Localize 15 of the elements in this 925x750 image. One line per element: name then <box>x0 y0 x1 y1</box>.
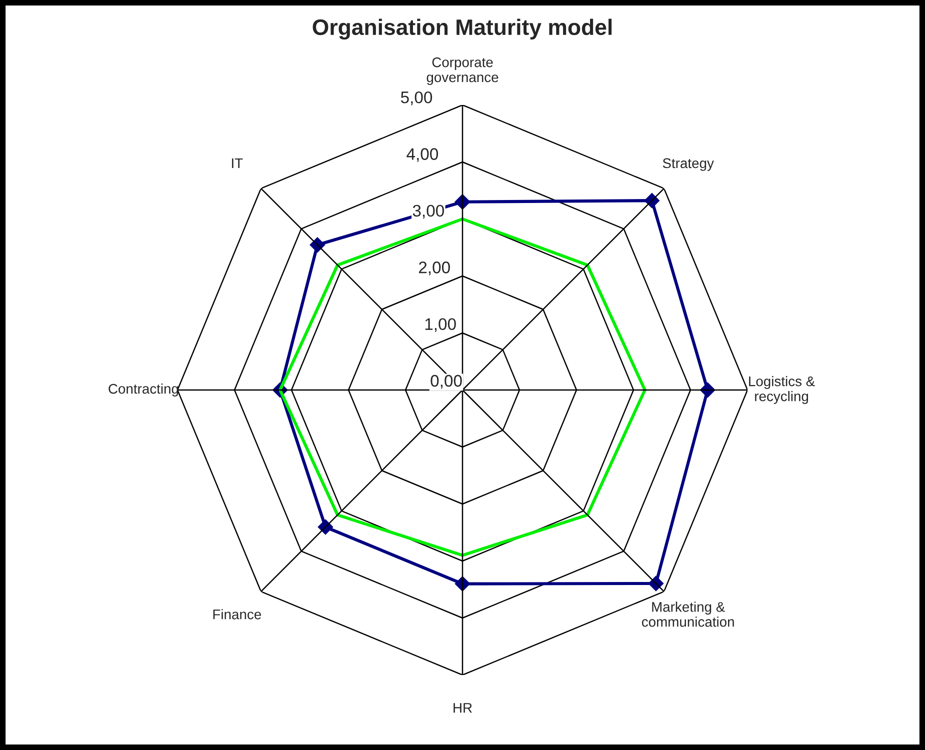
spoke-label: IT <box>232 158 243 168</box>
y-tick-label: 1,00 <box>425 318 456 332</box>
spoke-label: HR <box>454 703 472 713</box>
chart-title: Organisation Maturity model <box>312 18 612 40</box>
spoke-label: Corporate governance <box>426 57 498 85</box>
spoke-label: Marketing & communication <box>642 602 734 627</box>
spoke-label: Logistics & recycling <box>749 376 815 404</box>
spoke-label: Strategy <box>662 158 714 171</box>
spoke-label: Contracting <box>108 384 178 396</box>
y-tick-label: 4,00 <box>406 148 438 162</box>
y-tick-label: 3,00 <box>412 204 444 219</box>
y-tick-label: 5,00 <box>400 91 432 106</box>
y-tick-label: 0,00 <box>430 374 462 389</box>
spoke-label: Finance <box>213 609 262 620</box>
y-tick-label: 2,00 <box>418 262 450 276</box>
